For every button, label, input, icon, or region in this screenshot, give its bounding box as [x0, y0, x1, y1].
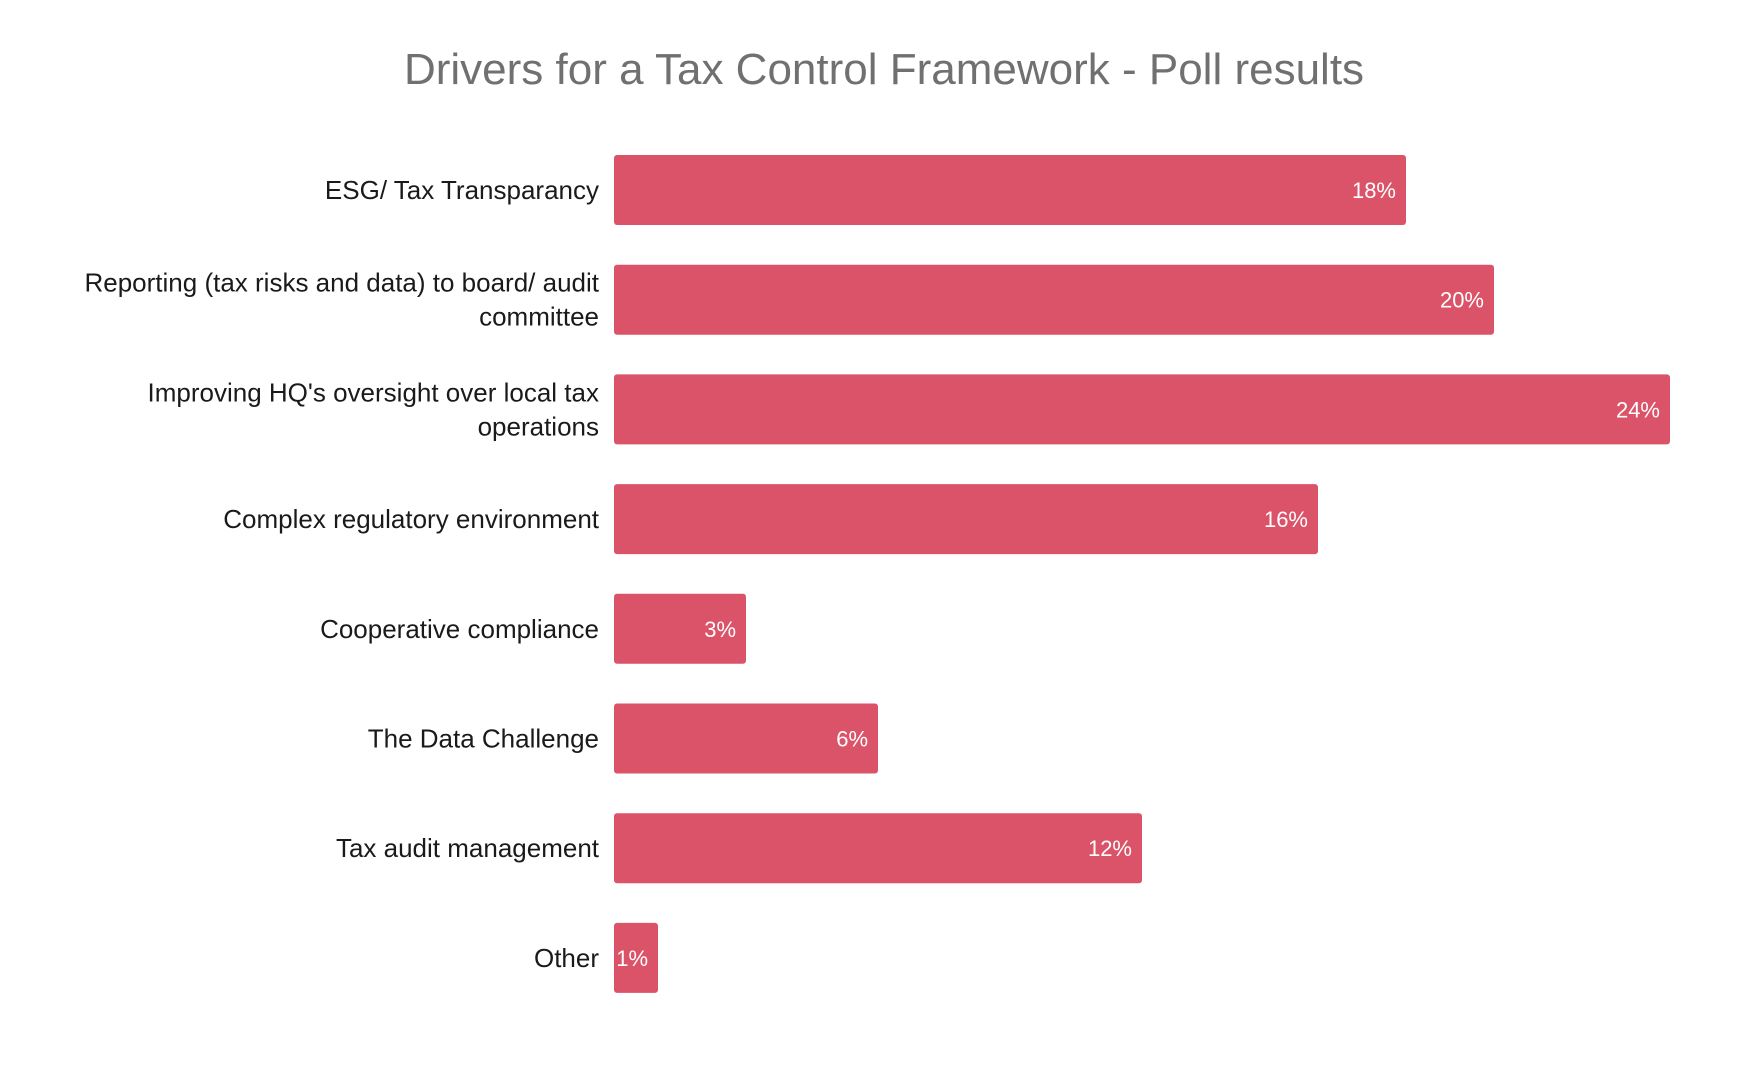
category-label-6: Tax audit management [336, 833, 600, 863]
category-label-4-line-0: Cooperative compliance [320, 614, 599, 644]
category-label-3: Complex regulatory environment [223, 504, 600, 534]
bar-3 [614, 484, 1318, 555]
value-label-6: 12% [1088, 836, 1132, 861]
value-label-1: 20% [1440, 288, 1484, 313]
value-label-2: 24% [1616, 397, 1660, 422]
chart-title: Drivers for a Tax Control Framework - Po… [404, 45, 1364, 94]
category-label-2-line-0: Improving HQ's oversight over local tax [148, 377, 599, 407]
bar-4 [614, 593, 746, 664]
bar-7 [614, 922, 658, 993]
category-label-0-line-0: ESG/ Tax Transparancy [325, 175, 599, 205]
category-label-7: Other [534, 943, 599, 973]
category-label-5-line-0: The Data Challenge [368, 724, 599, 754]
category-label-7-line-0: Other [534, 943, 599, 973]
value-label-0: 18% [1352, 178, 1396, 203]
value-label-7: 1% [616, 946, 648, 971]
value-label-3: 16% [1264, 507, 1308, 532]
bar-6 [614, 813, 1142, 884]
value-label-4: 3% [704, 617, 736, 642]
category-label-1: Reporting (tax risks and data) to board/… [84, 268, 599, 332]
category-label-2-line-1: operations [478, 411, 599, 441]
bars-layer: 18% ESG/ Tax Transparancy 20% Reporting (ta… [84, 155, 1670, 993]
category-label-5: The Data Challenge [368, 724, 599, 754]
bar-1 [614, 264, 1494, 335]
bar-5 [614, 703, 878, 774]
bar-2 [614, 374, 1670, 445]
value-label-5: 6% [836, 727, 868, 752]
category-label-1-line-0: Reporting (tax risks and data) to board/… [84, 268, 599, 298]
category-label-4: Cooperative compliance [320, 614, 599, 644]
category-label-0: ESG/ Tax Transparancy [325, 175, 599, 205]
category-label-6-line-0: Tax audit management [336, 833, 600, 863]
category-label-1-line-1: committee [479, 302, 599, 332]
category-label-2: Improving HQ's oversight over local tax o… [148, 377, 599, 441]
category-label-3-line-0: Complex regulatory environment [223, 504, 600, 534]
bar-0 [614, 155, 1406, 225]
